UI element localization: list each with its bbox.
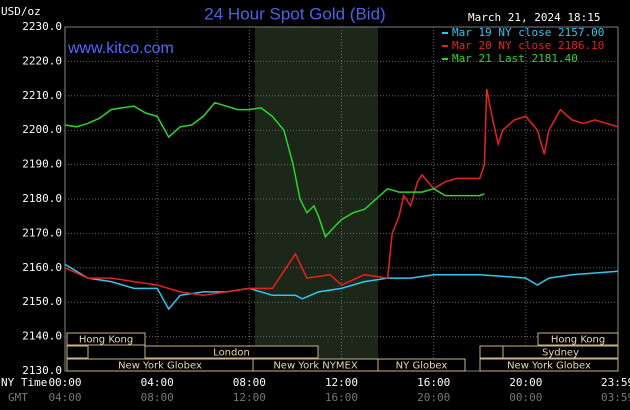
x-tick-label: 08:00	[233, 376, 266, 389]
session-label: New York Globex	[507, 361, 591, 372]
x-tick-label: 12:00	[325, 376, 358, 389]
session-box	[537, 332, 619, 346]
x-tick-label: 20:00	[509, 376, 542, 389]
x2-tick-label: 20:00	[417, 391, 450, 404]
x-axis-label: NY Time	[1, 376, 47, 389]
legend-label: Mar 20 NY close 2186.10	[452, 39, 604, 52]
x-tick-label: 00:00	[48, 376, 81, 389]
session-box	[66, 332, 146, 346]
y-tick-label: 2220.0	[22, 54, 62, 67]
y-tick-label: 2230.0	[22, 20, 62, 33]
price-line	[64, 263, 619, 311]
session-box	[377, 358, 466, 372]
x2-axis-label: GMT	[8, 391, 28, 404]
y-tick-label: 2150.0	[22, 295, 62, 308]
y-tick-label: 2140.0	[22, 330, 62, 343]
y-tick-label: 2200.0	[22, 123, 62, 136]
session-label: New York NYMEX	[273, 361, 358, 372]
site-label: www.kitco.com	[67, 40, 174, 57]
session-box	[479, 358, 619, 372]
chart-title: 24 Hour Spot Gold (Bid)	[204, 4, 385, 23]
x-tick-label: 16:00	[417, 376, 450, 389]
x2-tick-label: 00:00	[509, 391, 542, 404]
y-tick-label: 2180.0	[22, 192, 62, 205]
price-line	[64, 88, 619, 297]
session-label: Hong Kong	[551, 335, 605, 346]
x-tick-label: 04:00	[141, 376, 174, 389]
session-label: London	[213, 348, 250, 359]
session-box	[144, 345, 319, 359]
session-label: New York Globex	[118, 361, 202, 372]
y-axis-label: USD/oz	[1, 5, 41, 18]
legend-label: Mar 19 NY close 2157.00	[452, 26, 604, 39]
session-box	[66, 345, 89, 359]
y-tick-label: 2130.0	[22, 364, 62, 377]
timestamp: March 21, 2024 18:15	[468, 11, 600, 24]
x-tick-label: 23:59	[601, 376, 630, 389]
session-label: Sydney	[542, 348, 579, 359]
x2-tick-label: 12:00	[233, 391, 266, 404]
session-label: NY Globex	[396, 361, 448, 372]
session-box	[502, 345, 619, 359]
legend-label: Mar 21 Last 2181.40	[452, 52, 578, 65]
x2-tick-label: 08:00	[141, 391, 174, 404]
x2-tick-label: 03:59	[601, 391, 630, 404]
session-label: Hong Kong	[79, 335, 133, 346]
y-tick-label: 2160.0	[22, 261, 62, 274]
y-tick-label: 2170.0	[22, 226, 62, 239]
x2-tick-label: 16:00	[325, 391, 358, 404]
y-tick-label: 2190.0	[22, 158, 62, 171]
x2-tick-label: 04:00	[48, 391, 81, 404]
y-tick-label: 2210.0	[22, 89, 62, 102]
session-box	[479, 345, 504, 359]
price-line	[64, 101, 485, 239]
